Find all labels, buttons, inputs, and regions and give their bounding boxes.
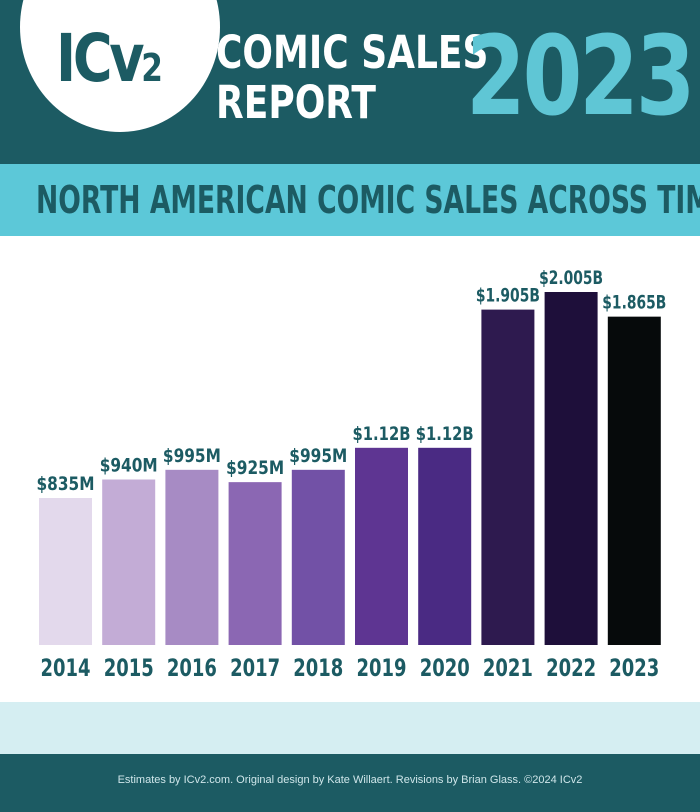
- chart-subtitle: NORTH AMERICAN COMIC SALES ACROSS TIME: [36, 176, 700, 224]
- value-label-2021: $1.905B: [476, 285, 540, 307]
- bar-2017: [228, 482, 282, 645]
- report-title-line2: REPORT: [216, 76, 376, 129]
- year-label-2014: 2014: [41, 654, 91, 682]
- report-year: 2023: [466, 12, 695, 140]
- value-label-2019: $1.12B: [353, 423, 411, 445]
- value-label-2018: $995M: [289, 445, 347, 467]
- icv2-logo: ICv2: [56, 26, 163, 92]
- light-band: [0, 702, 700, 754]
- year-label-2015: 2015: [104, 654, 154, 682]
- header-banner: ICv2 COMIC SALES REPORT 2023: [0, 0, 700, 164]
- year-label-2016: 2016: [167, 654, 217, 682]
- logo-sub-text: 2: [141, 46, 163, 90]
- value-label-2017: $925M: [226, 457, 284, 479]
- bar-2014: [39, 497, 92, 645]
- value-label-2020: $1.12B: [416, 423, 474, 445]
- bar-2018: [291, 469, 345, 645]
- year-label-2018: 2018: [293, 654, 343, 682]
- year-label-2017: 2017: [230, 654, 280, 682]
- value-label-2023: $1.865B: [602, 292, 666, 314]
- bar-2023: [607, 316, 661, 645]
- subtitle-band: NORTH AMERICAN COMIC SALES ACROSS TIME: [0, 164, 700, 236]
- bar-chart: $835M 2014 $940M 2015 $995M 2016 $925M 2017 $995…: [37, 267, 667, 682]
- bar-2020: [418, 447, 472, 645]
- footer-credits: Estimates by ICv2.com. Original design b…: [117, 774, 583, 786]
- subtitle-part2: ACROSS TIME: [527, 178, 700, 222]
- value-label-2014: $835M: [37, 473, 95, 495]
- value-label-2016: $995M: [163, 445, 221, 467]
- chart-area: $835M 2014 $940M 2015 $995M 2016 $925M 2017 $995…: [0, 236, 700, 702]
- bar-2022: [544, 292, 598, 645]
- year-label-2019: 2019: [357, 654, 407, 682]
- bar-2016: [165, 469, 219, 645]
- year-label-2022: 2022: [546, 654, 596, 682]
- report-title: COMIC SALES REPORT: [216, 28, 488, 128]
- year-label-2021: 2021: [483, 654, 533, 682]
- bar-2015: [102, 479, 156, 645]
- report-title-line1: COMIC SALES: [216, 26, 489, 79]
- footer: Estimates by ICv2.com. Original design b…: [0, 754, 700, 812]
- bar-2019: [355, 447, 408, 645]
- value-label-2022: $2.005B: [539, 267, 603, 289]
- year-label-2023: 2023: [609, 654, 659, 682]
- year-label-2020: 2020: [420, 654, 470, 682]
- subtitle-part1: NORTH AMERICAN COMIC SALES: [36, 178, 528, 222]
- value-label-2015: $940M: [100, 455, 158, 477]
- bar-2021: [481, 309, 535, 645]
- logo-main-text: ICv: [56, 20, 145, 97]
